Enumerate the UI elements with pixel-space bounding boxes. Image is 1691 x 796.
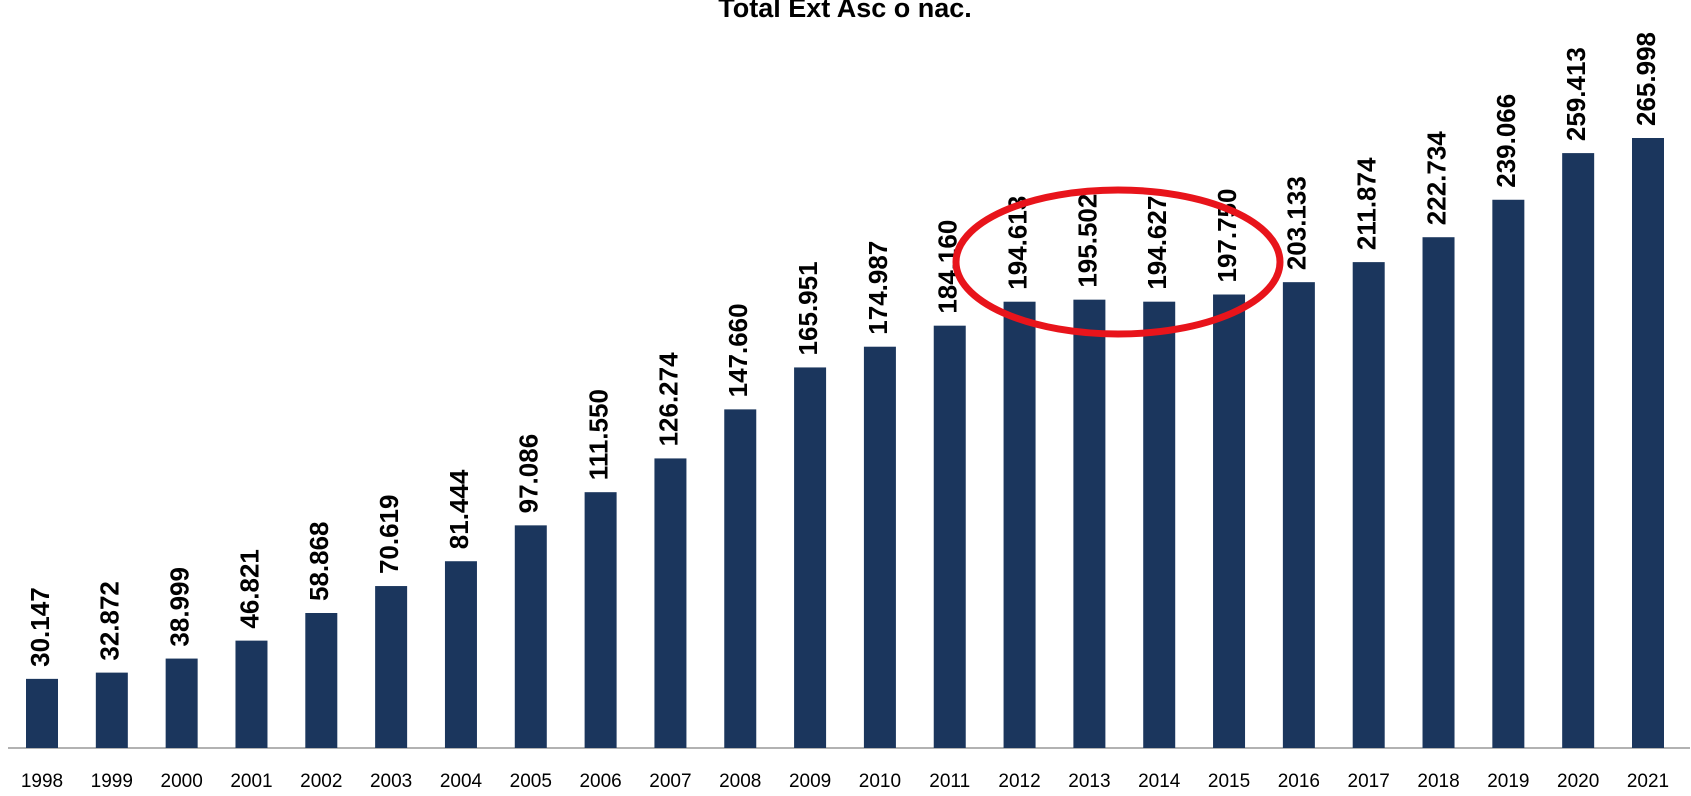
value-label: 58.868 xyxy=(304,521,334,601)
bar xyxy=(514,525,547,748)
x-tick-label: 2007 xyxy=(649,771,691,792)
x-tick-label: 2014 xyxy=(1138,771,1181,792)
value-label: 81.444 xyxy=(444,469,474,549)
value-label: 70.619 xyxy=(374,495,404,575)
bar xyxy=(235,640,268,748)
bar xyxy=(724,409,757,748)
x-tick-label: 2011 xyxy=(929,771,970,792)
value-label: 265.998 xyxy=(1631,32,1661,126)
x-tick-label: 2013 xyxy=(1068,771,1110,792)
x-tick-label: 2021 xyxy=(1627,771,1669,792)
x-tick-label: 2002 xyxy=(300,771,342,792)
bar xyxy=(863,346,896,748)
bar xyxy=(305,613,338,748)
x-tick-label: 2003 xyxy=(370,771,412,792)
x-tick-label: 2000 xyxy=(161,771,203,792)
bar xyxy=(794,367,827,748)
bar xyxy=(375,586,408,748)
value-label: 174.987 xyxy=(863,241,893,335)
x-tick-label: 2019 xyxy=(1487,771,1529,792)
x-tick-label: 2009 xyxy=(789,771,831,792)
x-tick-label: 2005 xyxy=(510,771,552,792)
highlight-ellipse xyxy=(952,186,1284,338)
x-tick-label: 1998 xyxy=(21,771,63,792)
x-tick-label: 2006 xyxy=(579,771,621,792)
value-label: 38.999 xyxy=(165,567,195,647)
value-label: 97.086 xyxy=(514,434,544,514)
bars: 1998 30.147 1999 32.872 2000 38.999 2001 46.821… xyxy=(21,32,1669,792)
bar xyxy=(584,492,617,748)
x-tick-label: 2008 xyxy=(719,771,761,792)
bar xyxy=(95,672,128,748)
x-tick-label: 2010 xyxy=(859,771,901,792)
value-label: 195.502 xyxy=(1072,194,1102,288)
x-tick-label: 2018 xyxy=(1417,771,1459,792)
value-label: 239.066 xyxy=(1491,94,1521,188)
bar xyxy=(1422,237,1455,748)
bar xyxy=(933,325,966,748)
bar xyxy=(1632,138,1664,748)
value-label: 259.413 xyxy=(1561,47,1591,141)
value-label: 30.147 xyxy=(25,587,55,667)
x-tick-label: 2017 xyxy=(1348,771,1390,792)
bar xyxy=(1282,282,1315,748)
value-label: 194.627 xyxy=(1142,196,1172,290)
value-label: 203.133 xyxy=(1282,176,1312,270)
x-tick-label: 1999 xyxy=(91,771,133,792)
value-label: 222.734 xyxy=(1421,131,1451,226)
value-label: 32.872 xyxy=(95,581,125,661)
bar xyxy=(26,678,58,748)
bar xyxy=(1492,199,1525,748)
bar xyxy=(654,458,687,748)
value-label: 126.274 xyxy=(653,352,683,447)
bar xyxy=(165,658,198,748)
bar xyxy=(1003,301,1036,748)
bar xyxy=(1352,262,1385,748)
bar xyxy=(444,561,477,748)
value-label: 147.660 xyxy=(723,303,753,397)
x-tick-label: 2020 xyxy=(1557,771,1599,792)
value-label: 111.550 xyxy=(583,389,613,480)
x-tick-label: 2001 xyxy=(230,771,272,792)
x-tick-label: 2004 xyxy=(440,771,483,792)
value-label: 211.874 xyxy=(1352,157,1382,250)
x-tick-label: 2016 xyxy=(1278,771,1320,792)
x-tick-label: 2015 xyxy=(1208,771,1250,792)
bar xyxy=(1213,294,1246,748)
chart-title: Total Ext Asc o nac. xyxy=(718,0,972,23)
x-tick-label: 2012 xyxy=(998,771,1040,792)
bar xyxy=(1143,301,1176,748)
bar xyxy=(1073,299,1106,748)
bar xyxy=(1562,153,1595,748)
value-label: 165.951 xyxy=(793,261,823,355)
value-label: 46.821 xyxy=(234,549,264,629)
